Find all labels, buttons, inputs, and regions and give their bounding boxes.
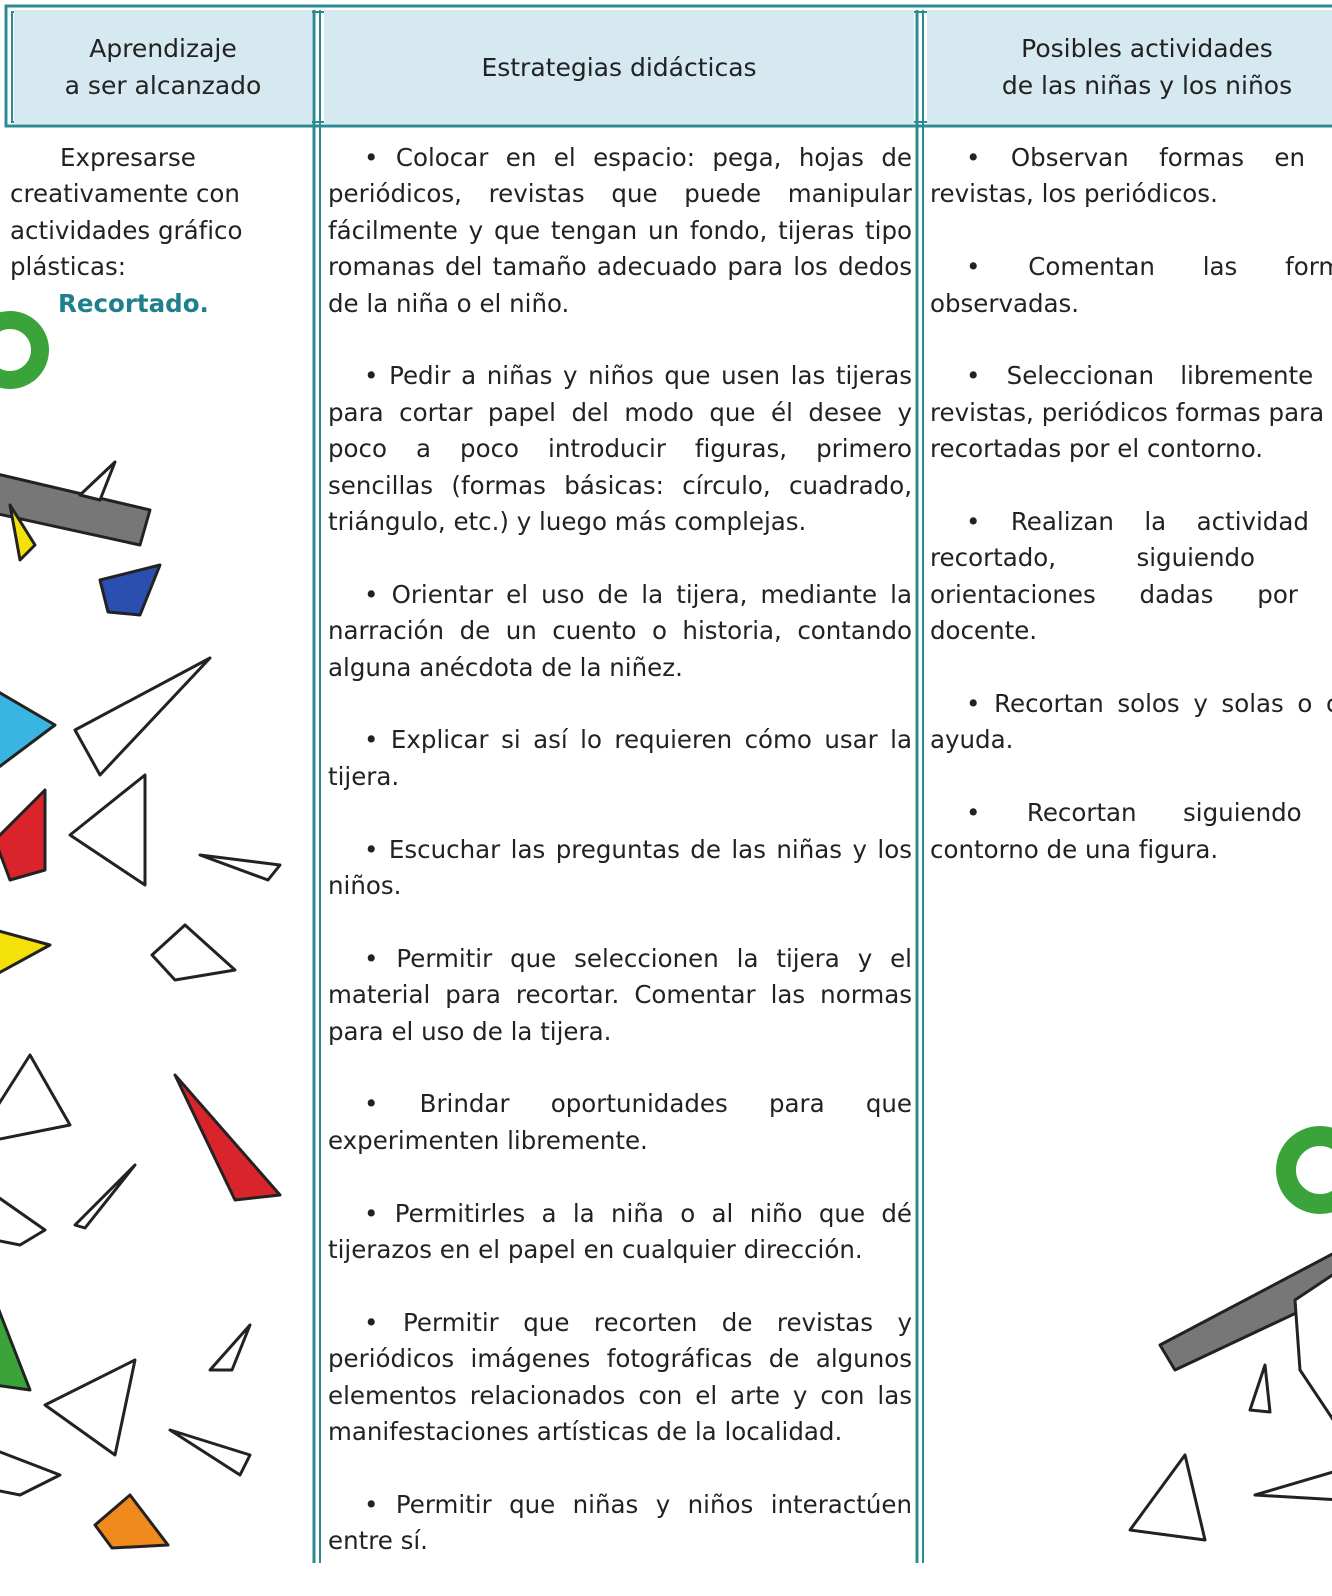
shape <box>1248 1363 1272 1414</box>
shape <box>43 1358 137 1457</box>
header-line: de las niñas y los niños <box>1001 71 1293 100</box>
strategies-column: • Colocar en el espacio: pega, hojas de … <box>328 140 912 1596</box>
strategy-item: • Pedir a niñas y niños que usen las tij… <box>328 361 912 537</box>
strategy-item: • Permitir que recorten de revistas y pe… <box>328 1307 912 1447</box>
shapes <box>0 311 1332 1550</box>
activity-item: • Realizan la actividad de recortado, si… <box>930 507 1332 646</box>
scissor-blade <box>1158 1252 1332 1372</box>
shape <box>0 788 47 882</box>
shape <box>0 929 52 974</box>
shape <box>173 1073 282 1202</box>
shape <box>208 1323 252 1372</box>
activities-column: • Observan formas en las revistas, los p… <box>930 140 1332 904</box>
learning-highlight: Recortado. <box>58 288 209 318</box>
page: Recortado {"headers": [["Aprendizaje", "… <box>0 4 1332 1563</box>
column-header: Estrategias didácticas <box>324 10 914 124</box>
strategy-item: • Permitirles a la niña o al niño que dé… <box>328 1198 912 1265</box>
activity-item: • Seleccionan libremente en revistas, pe… <box>930 361 1332 464</box>
column-header: Aprendizaje a ser alcanzado <box>14 10 312 124</box>
shape <box>0 1053 72 1141</box>
frame-and-illustrations <box>0 4 1332 1563</box>
shape <box>0 1308 32 1392</box>
strategy-item: • Colocar en el espacio: pega, hojas de … <box>328 143 912 318</box>
shape <box>0 1196 47 1247</box>
strategy-item: • Orientar el uso de la tijera, mediante… <box>328 579 912 682</box>
shape <box>68 773 147 887</box>
shape <box>0 691 57 769</box>
shape <box>168 1428 252 1477</box>
shape <box>73 656 212 777</box>
scissor-handle <box>1276 1126 1332 1214</box>
strategy-item: • Escuchar las preguntas de las niñas y … <box>328 834 912 901</box>
learning-text: Expresarse creativamente con actividades… <box>10 143 243 282</box>
shape <box>150 923 237 982</box>
header-line: Aprendizaje <box>89 34 237 63</box>
learning-column: Expresarse creativamente con actividades… <box>10 140 310 322</box>
shape <box>198 853 282 882</box>
shape <box>8 503 37 562</box>
shape <box>0 1450 62 1497</box>
strategy-item: • Brindar oportunidades para que experim… <box>328 1089 912 1155</box>
table-frame <box>4 4 1332 1563</box>
activity-item: • Observan formas en las revistas, los p… <box>930 143 1332 209</box>
strategy-item: • Explicar si así lo requieren cómo usar… <box>328 725 912 791</box>
shape <box>1293 1273 1332 1421</box>
scissor-handle <box>0 311 49 389</box>
activity-item: • Recortan siguiendo el contorno de una … <box>930 798 1332 864</box>
shape <box>98 563 162 617</box>
column-header: Posibles actividades de las niñas y los n… <box>927 10 1332 124</box>
shape <box>78 460 117 502</box>
header-line: a ser alcanzado <box>64 71 262 100</box>
header-line: Estrategias didácticas <box>481 52 757 82</box>
activity-item: • Recortan solos y solas o con ayuda. <box>930 689 1332 755</box>
shape <box>1253 1470 1332 1502</box>
strategy-item: • Permitir que seleccionen la tijera y e… <box>328 943 912 1046</box>
header-line: Posibles actividades <box>1021 34 1273 63</box>
document: Aprendizaje a ser alcanzado Estrategias di… <box>0 4 1332 1563</box>
shape <box>93 1493 170 1550</box>
strategy-item: • Permitir que niñas y niños interactúen… <box>328 1489 912 1556</box>
shape <box>1128 1453 1207 1542</box>
header-border <box>4 4 1332 128</box>
activity-item: • Comentan las formas observadas. <box>930 252 1332 318</box>
shape <box>73 1163 137 1230</box>
